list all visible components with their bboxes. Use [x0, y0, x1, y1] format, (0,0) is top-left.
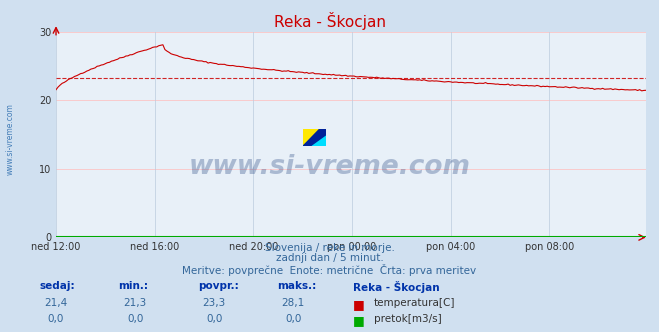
Text: Slovenija / reke in morje.: Slovenija / reke in morje. — [264, 243, 395, 253]
Text: zadnji dan / 5 minut.: zadnji dan / 5 minut. — [275, 253, 384, 263]
Text: 21,4: 21,4 — [44, 298, 68, 308]
Text: 21,3: 21,3 — [123, 298, 147, 308]
Text: 23,3: 23,3 — [202, 298, 226, 308]
Text: www.si-vreme.com: www.si-vreme.com — [5, 104, 14, 175]
Text: min.:: min.: — [119, 281, 149, 290]
Text: ■: ■ — [353, 314, 364, 327]
Text: sedaj:: sedaj: — [40, 281, 75, 290]
Polygon shape — [303, 129, 326, 146]
Polygon shape — [303, 129, 326, 146]
Text: Reka - Škocjan: Reka - Škocjan — [273, 12, 386, 30]
Text: maks.:: maks.: — [277, 281, 316, 290]
Polygon shape — [303, 129, 326, 146]
Text: temperatura[C]: temperatura[C] — [374, 298, 455, 308]
Text: 0,0: 0,0 — [127, 314, 143, 324]
Text: pretok[m3/s]: pretok[m3/s] — [374, 314, 442, 324]
Text: www.si-vreme.com: www.si-vreme.com — [188, 154, 471, 180]
Text: 28,1: 28,1 — [281, 298, 305, 308]
Text: 0,0: 0,0 — [285, 314, 301, 324]
Text: Meritve: povprečne  Enote: metrične  Črta: prva meritev: Meritve: povprečne Enote: metrične Črta:… — [183, 264, 476, 276]
Text: ■: ■ — [353, 298, 364, 311]
Text: 0,0: 0,0 — [48, 314, 64, 324]
Text: Reka - Škocjan: Reka - Škocjan — [353, 281, 439, 292]
Text: 0,0: 0,0 — [206, 314, 222, 324]
Text: povpr.:: povpr.: — [198, 281, 239, 290]
